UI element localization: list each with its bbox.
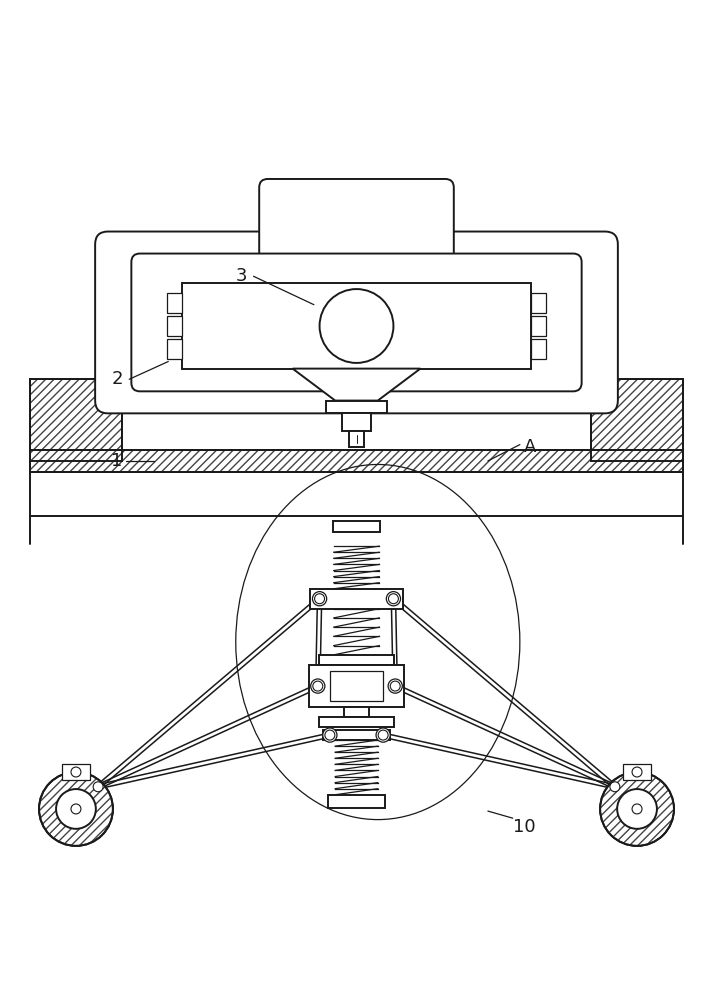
Circle shape	[93, 782, 103, 792]
Bar	[30, 379, 122, 461]
Circle shape	[313, 681, 323, 691]
Bar	[342, 413, 371, 431]
Circle shape	[378, 730, 388, 740]
Bar	[530, 293, 546, 313]
Bar	[167, 293, 183, 313]
FancyBboxPatch shape	[131, 254, 582, 391]
Circle shape	[389, 594, 399, 604]
Bar	[30, 466, 683, 516]
Bar	[349, 431, 364, 447]
Bar	[344, 707, 369, 717]
Bar	[623, 764, 651, 780]
Bar	[328, 795, 385, 808]
Circle shape	[71, 767, 81, 777]
Circle shape	[325, 730, 335, 740]
Circle shape	[312, 592, 327, 606]
Bar	[30, 450, 683, 472]
Circle shape	[314, 594, 324, 604]
Bar	[30, 450, 683, 472]
Text: 10: 10	[513, 818, 535, 836]
Circle shape	[386, 592, 401, 606]
Circle shape	[56, 789, 96, 829]
Circle shape	[323, 728, 337, 742]
Bar	[310, 589, 403, 609]
Bar	[530, 316, 546, 336]
Bar	[30, 379, 122, 461]
Polygon shape	[292, 369, 421, 401]
Bar	[167, 316, 183, 336]
Bar	[327, 401, 386, 413]
Circle shape	[390, 681, 400, 691]
Bar	[319, 717, 394, 727]
Bar	[167, 339, 183, 359]
Bar	[591, 379, 683, 461]
Text: 3: 3	[236, 267, 247, 285]
Bar	[62, 764, 90, 780]
Circle shape	[617, 789, 657, 829]
Bar	[183, 283, 530, 369]
Text: A: A	[523, 438, 535, 456]
Bar	[591, 379, 683, 461]
Circle shape	[632, 767, 642, 777]
Bar	[319, 655, 394, 665]
Bar	[530, 339, 546, 359]
Bar	[30, 379, 122, 461]
Bar	[309, 665, 404, 707]
FancyBboxPatch shape	[260, 179, 453, 281]
Text: 1: 1	[111, 452, 123, 470]
Bar	[330, 671, 383, 701]
Bar	[334, 521, 379, 532]
Circle shape	[319, 289, 394, 363]
Circle shape	[388, 679, 402, 693]
Circle shape	[610, 782, 620, 792]
Circle shape	[376, 728, 390, 742]
Circle shape	[600, 772, 674, 846]
Bar	[323, 730, 390, 740]
Text: 2: 2	[111, 370, 123, 388]
FancyBboxPatch shape	[95, 232, 618, 413]
Circle shape	[632, 804, 642, 814]
Circle shape	[311, 679, 325, 693]
Circle shape	[71, 804, 81, 814]
Bar	[591, 379, 683, 461]
Bar	[30, 450, 683, 472]
Circle shape	[39, 772, 113, 846]
